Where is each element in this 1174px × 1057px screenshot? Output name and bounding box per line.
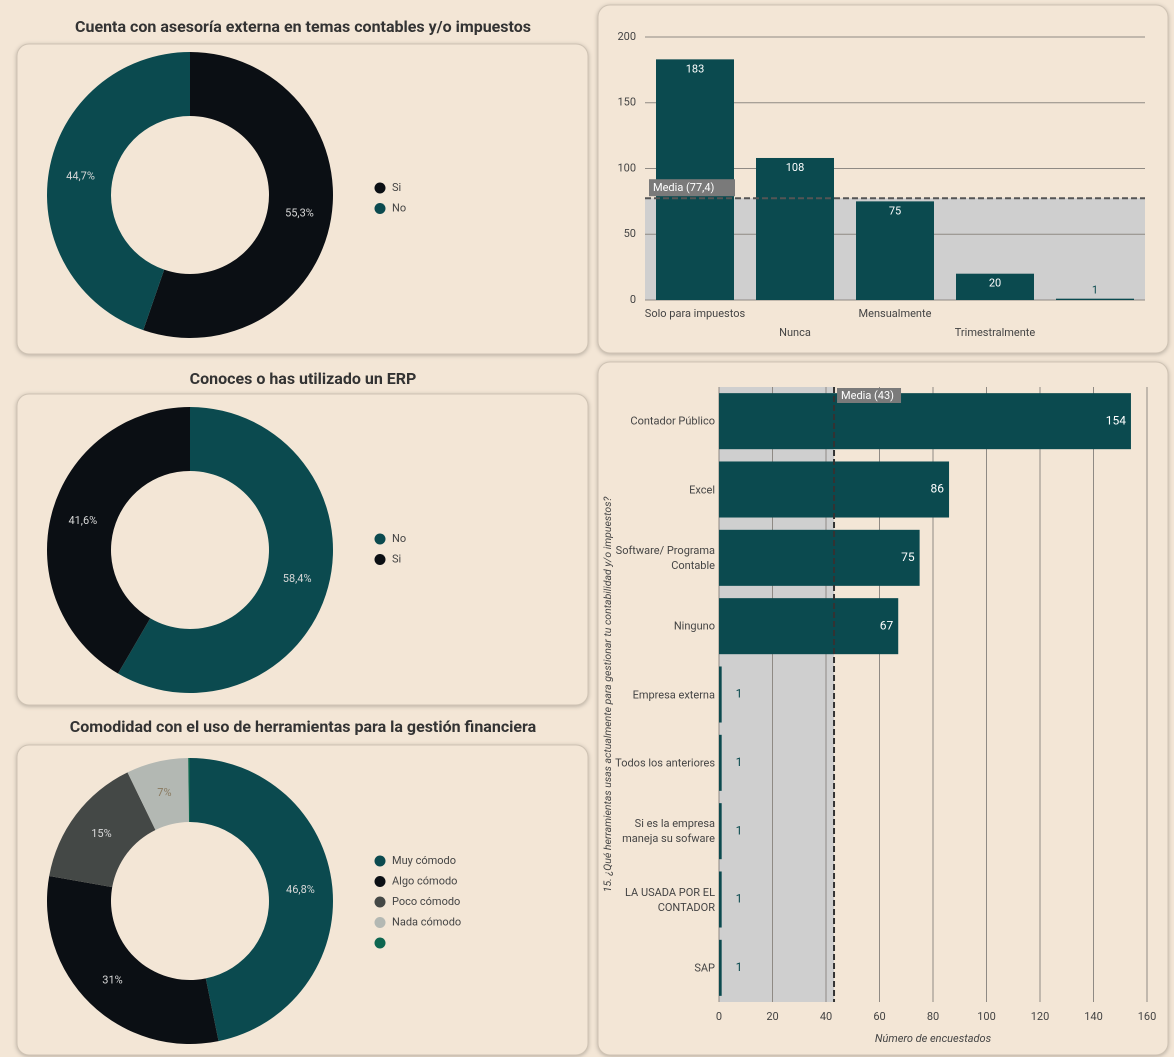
- value-label: 154: [1106, 413, 1126, 427]
- x-tick-label: 60: [873, 1010, 885, 1023]
- bar: [719, 598, 899, 655]
- x-tick-label: 120: [1031, 1010, 1050, 1023]
- donut-slice: [46, 406, 190, 674]
- legend-marker: [374, 203, 386, 214]
- slice-label: 44,7%: [66, 170, 95, 183]
- bar: [719, 939, 722, 996]
- value-label: 1: [1092, 284, 1098, 297]
- y-tick-label: 50: [624, 227, 636, 240]
- y-tick-label: 100: [617, 161, 636, 174]
- bar: [956, 273, 1034, 300]
- value-label: 67: [880, 618, 894, 632]
- legend-marker: [374, 876, 386, 887]
- y-tick-label: 150: [617, 96, 636, 109]
- mean-label: Media (43): [841, 389, 894, 402]
- bar: [719, 734, 722, 791]
- x-tick-label: 100: [977, 1010, 996, 1023]
- x-tick-label: Solo para impuestos: [645, 307, 746, 320]
- value-label: 75: [901, 550, 915, 564]
- x-tick-label: 0: [716, 1010, 722, 1023]
- value-label: 1: [736, 960, 743, 974]
- legend-marker: [374, 896, 386, 908]
- bar: [719, 529, 920, 586]
- legend-marker: [374, 937, 386, 949]
- x-tick-label: 140: [1084, 1010, 1103, 1023]
- value-label: 1: [736, 892, 743, 906]
- donut-slice: [190, 758, 333, 1042]
- slice-label: 41,6%: [68, 514, 97, 527]
- y-axis-label: 15. ¿Qué herramientas usas actualmente p…: [601, 497, 614, 893]
- donut-slice: [117, 407, 333, 693]
- x-tick-label: Nunca: [779, 326, 811, 339]
- bar: [856, 201, 934, 300]
- legend-marker: [374, 182, 386, 194]
- x-tick-label: Mensualmente: [859, 307, 932, 320]
- legend-label: Si: [392, 181, 401, 194]
- x-tick-label: 160: [1138, 1010, 1157, 1023]
- slice-label: 15%: [91, 827, 111, 840]
- chart-title: Comodidad con el uso de herramientas par…: [70, 717, 537, 736]
- mean-label-box: [837, 388, 902, 403]
- legend-label: Nada cómodo: [392, 915, 461, 928]
- mean-label-box: [649, 179, 735, 197]
- legend-marker: [374, 533, 386, 545]
- legend-marker: [374, 917, 386, 928]
- donut-slice: [46, 875, 219, 1044]
- y-tick-label: LA USADA POR EL CONTADOR: [625, 885, 715, 914]
- y-tick-label: Software/ Programa Contable: [615, 543, 715, 572]
- x-axis-label: Número de encuestados: [875, 1032, 992, 1045]
- legend-label: Muy cómodo: [392, 854, 456, 867]
- slice-label: 55,3%: [285, 206, 314, 219]
- donut-slice: [127, 758, 190, 830]
- legend-marker: [374, 554, 386, 565]
- bar: [756, 157, 834, 300]
- legend-label: No: [392, 532, 406, 545]
- value-label: 183: [686, 62, 705, 75]
- donut-slice: [47, 52, 190, 331]
- x-tick-label: 40: [820, 1010, 832, 1023]
- donut-slice: [49, 772, 156, 888]
- y-tick-label: SAP: [694, 961, 715, 975]
- legend-label: Si: [392, 552, 401, 565]
- value-label: 1: [736, 755, 743, 769]
- legend-marker: [374, 855, 386, 867]
- value-label: 75: [889, 204, 901, 217]
- y-tick-label: Ninguno: [673, 619, 715, 633]
- bar: [1056, 298, 1134, 300]
- y-tick-label: Todos los anteriores: [615, 756, 715, 770]
- mean-label: Media (77,4): [653, 181, 715, 194]
- value-label: 20: [989, 277, 1001, 290]
- chart-title: Cuenta con asesoría externa en temas con…: [75, 17, 531, 36]
- value-label: 86: [931, 482, 945, 496]
- legend-label: No: [392, 201, 406, 214]
- legend-label: Poco cómodo: [392, 895, 460, 908]
- y-tick-label: Contador Público: [630, 414, 715, 428]
- value-label: 108: [786, 161, 805, 174]
- x-tick-label: Trimestralmente: [955, 326, 1036, 339]
- donut-slice: [143, 52, 334, 338]
- bar: [719, 666, 722, 723]
- y-tick-label: Si es la empresa maneja su sofware: [622, 817, 715, 846]
- value-label: 1: [736, 823, 743, 837]
- slice-label: 31%: [102, 973, 122, 986]
- y-tick-label: Excel: [689, 483, 715, 496]
- y-tick-label: Empresa externa: [632, 688, 715, 701]
- x-tick-label: 20: [766, 1010, 778, 1023]
- bar: [719, 871, 722, 928]
- legend-label: Algo cómodo: [392, 874, 457, 887]
- y-tick-label: 200: [617, 30, 636, 43]
- bar: [719, 803, 722, 860]
- chart-title: Conoces o has utilizado un ERP: [190, 369, 417, 388]
- y-tick-label: 0: [630, 293, 636, 306]
- donut-slice: [188, 758, 190, 823]
- slice-label: 46,8%: [286, 883, 315, 896]
- slice-label: 58,4%: [283, 572, 312, 585]
- slice-label: 7%: [157, 786, 171, 799]
- value-label: 1: [736, 687, 743, 701]
- bar: [719, 393, 1131, 450]
- x-tick-label: 80: [927, 1010, 939, 1023]
